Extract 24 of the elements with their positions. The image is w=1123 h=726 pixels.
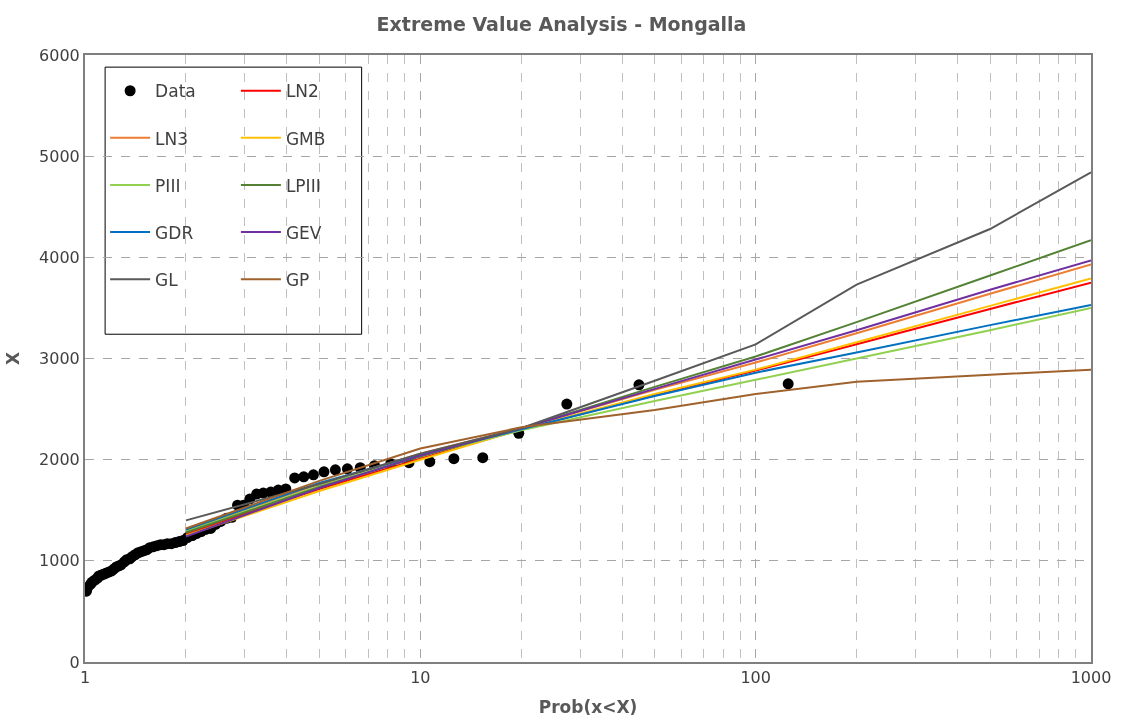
x-tick-label: 10 [410, 668, 431, 688]
y-tick-label: 5000 [39, 146, 80, 166]
legend-label: LPIII [285, 175, 321, 196]
chart-title: Extreme Value Analysis - Mongalla [376, 13, 747, 36]
legend-label: GDR [155, 222, 194, 243]
legend-label: GP [285, 269, 310, 290]
y-tick-label: 6000 [39, 45, 80, 65]
legend-label: GEV [285, 222, 322, 243]
legend-label: PIII [155, 175, 181, 196]
x-tick-label: 1 [79, 668, 91, 688]
legend-label: Data [155, 81, 196, 102]
y-tick-label: 3000 [39, 349, 80, 369]
y-axis-title: X [3, 351, 24, 366]
y-tick-label: 1000 [39, 551, 80, 571]
x-tick-label: 100 [740, 668, 771, 688]
y-tick-label: 2000 [39, 450, 80, 470]
y-tick-label: 0 [69, 652, 80, 672]
x-tick-label: 1000 [1070, 668, 1112, 688]
x-axis-title: Prob(x<X) [538, 697, 638, 718]
legend-label: GMB [285, 128, 326, 149]
y-tick-label: 4000 [39, 247, 80, 267]
legend-label: GL [155, 269, 179, 290]
legend-label: LN3 [155, 128, 189, 149]
legend-label: LN2 [285, 81, 319, 102]
